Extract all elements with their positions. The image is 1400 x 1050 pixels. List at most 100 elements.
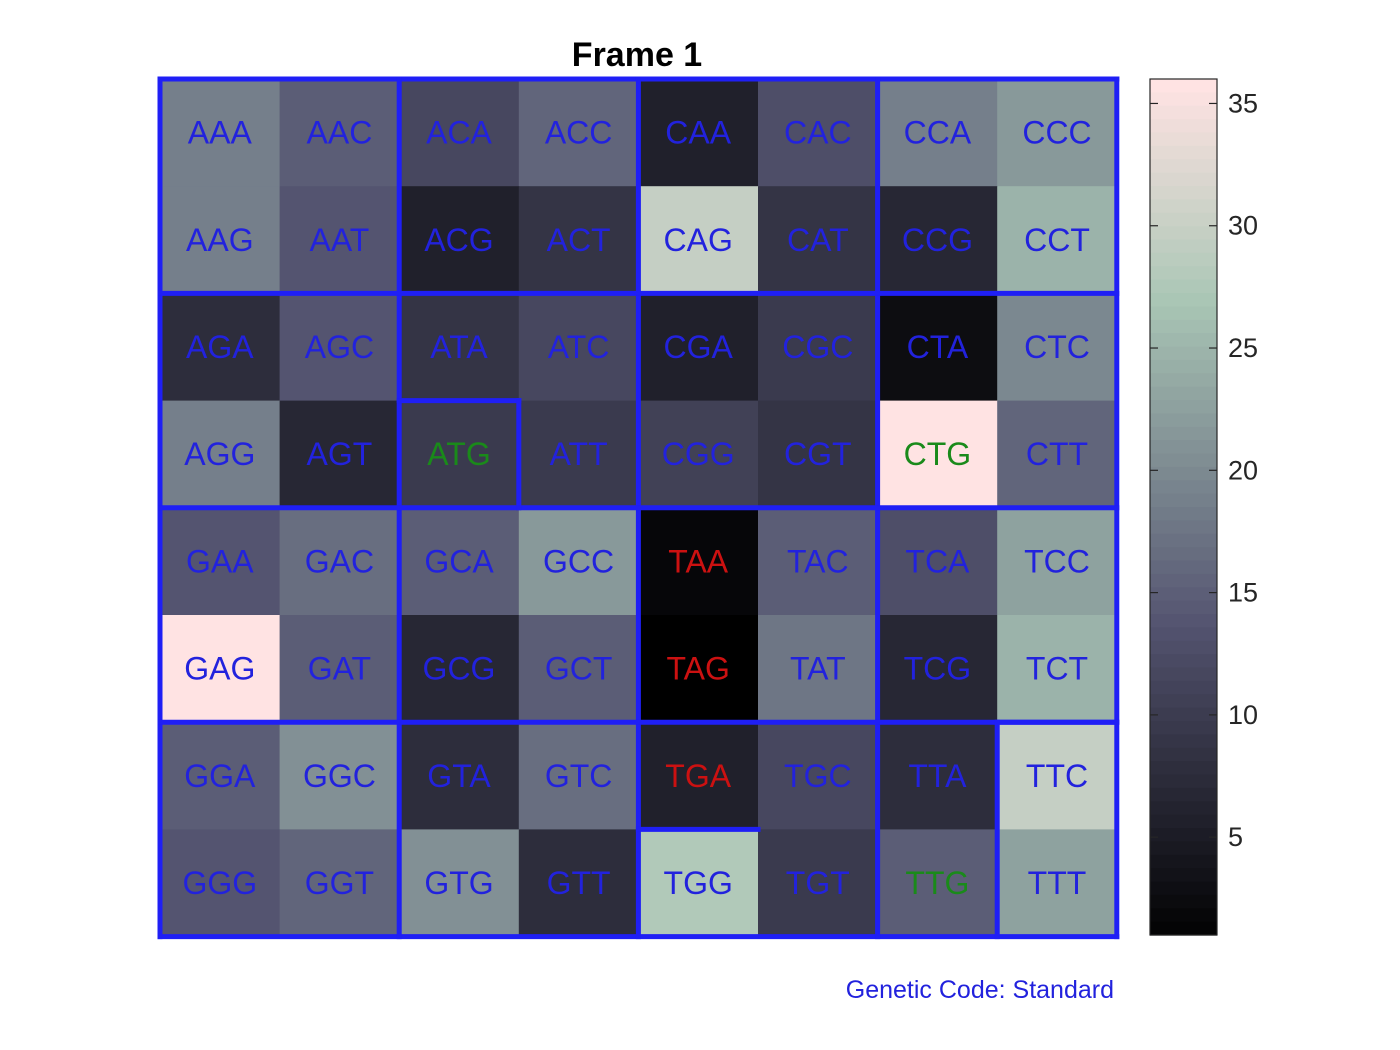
heatmap-cell-tgt	[758, 829, 879, 938]
codon-label-ttt: TTT	[1028, 865, 1087, 901]
codon-label-tcc: TCC	[1024, 543, 1090, 579]
colorbar-swatch	[1150, 654, 1217, 669]
heatmap-cell-tct	[997, 615, 1118, 723]
heatmap-cell-tgg	[638, 829, 759, 938]
heatmap-cell-cca	[877, 79, 998, 187]
colorbar-swatch	[1150, 346, 1217, 361]
codon-label-ctc: CTC	[1024, 329, 1090, 365]
codon-label-aaa: AAA	[188, 115, 253, 151]
colorbar-swatch	[1150, 841, 1217, 856]
colorbar-swatch	[1150, 293, 1217, 307]
codon-label-cag: CAG	[664, 222, 733, 258]
heatmap-cell-aca	[399, 79, 520, 187]
colorbar-swatch	[1150, 680, 1217, 695]
colorbar-swatch	[1150, 105, 1217, 120]
heatmap-cell-ctg	[877, 400, 998, 509]
codon-label-acc: ACC	[545, 115, 613, 151]
heatmap-cell-agc	[279, 293, 400, 402]
heatmap-cell-ttt	[997, 829, 1118, 938]
colorbar-swatch	[1150, 172, 1217, 187]
colorbar-swatch	[1150, 373, 1217, 388]
heatmap-cell-acc	[518, 79, 639, 187]
chart-title: Frame 1	[572, 36, 702, 74]
colorbar-swatch	[1150, 828, 1217, 842]
colorbar-swatch	[1150, 694, 1217, 709]
colorbar-swatch	[1150, 640, 1217, 655]
codon-label-att: ATT	[550, 436, 608, 472]
heatmap-cell-ttc	[997, 722, 1118, 830]
heatmap-cell-atc	[518, 293, 639, 402]
codon-label-taa: TAA	[668, 543, 729, 579]
codon-label-ctt: CTT	[1026, 436, 1088, 472]
colorbar-swatch	[1150, 560, 1217, 575]
codon-label-cgt: CGT	[784, 436, 852, 472]
colorbar-tick-label: 20	[1228, 455, 1258, 485]
codon-label-aat: AAT	[309, 222, 369, 258]
codon-label-cgg: CGG	[662, 436, 735, 472]
heatmap-cell-tat	[758, 615, 879, 723]
colorbar-swatch	[1150, 159, 1217, 174]
codon-label-tag: TAG	[666, 651, 729, 687]
heatmap-cell-ctt	[997, 400, 1118, 509]
codon-label-gcg: GCG	[423, 651, 496, 687]
codon-label-ggt: GGT	[305, 865, 374, 901]
colorbar-swatch	[1150, 600, 1217, 615]
colorbar-swatch	[1150, 761, 1217, 776]
colorbar-swatch	[1150, 627, 1217, 642]
codon-label-tgg: TGG	[664, 865, 733, 901]
codon-label-cct: CCT	[1024, 222, 1090, 258]
colorbar-swatch	[1150, 908, 1217, 923]
heatmap-cell-tcg	[877, 615, 998, 723]
colorbar-swatch	[1150, 814, 1217, 829]
heatmap-cell-gct	[518, 615, 639, 723]
colorbar-swatch	[1150, 493, 1217, 508]
codon-label-tta: TTA	[908, 758, 967, 794]
colorbar-swatch	[1150, 533, 1217, 548]
heatmap-cell-cac	[758, 79, 879, 187]
codon-label-gtt: GTT	[547, 865, 611, 901]
heatmap-cell-taa	[638, 507, 759, 616]
codon-label-gga: GGA	[184, 758, 256, 794]
colorbar-swatch	[1150, 319, 1217, 334]
colorbar-swatch	[1150, 359, 1217, 374]
heatmap-cell-ggc	[279, 722, 400, 830]
colorbar-swatch	[1150, 881, 1217, 896]
codon-label-tac: TAC	[787, 543, 849, 579]
codon-label-gct: GCT	[545, 651, 613, 687]
heatmap-cell-tga	[638, 722, 759, 830]
codon-label-atg: ATG	[427, 436, 490, 472]
codon-label-tgc: TGC	[784, 758, 852, 794]
colorbar-swatch	[1150, 400, 1217, 414]
heatmap-cell-gac	[279, 507, 400, 616]
codon-label-aga: AGA	[186, 329, 254, 365]
colorbar-swatch	[1150, 333, 1217, 348]
heatmap-cell-cgg	[638, 400, 759, 509]
heatmap-cell-atg	[399, 400, 520, 509]
colorbar-swatch	[1150, 734, 1217, 749]
heatmap-cell-gaa	[160, 507, 281, 616]
codon-label-ggc: GGC	[303, 758, 376, 794]
codon-label-agc: AGC	[305, 329, 374, 365]
heatmap-cell-tag	[638, 615, 759, 723]
heatmap-cell-aat	[279, 186, 400, 294]
colorbar-swatch	[1150, 801, 1217, 816]
heatmap-cell-cgt	[758, 400, 879, 509]
codon-label-acg: ACG	[424, 222, 493, 258]
codon-labels: AAA AAC ACA ACC CAA CAC CCA CCC AAG AAT ACG ACT CAG C…	[182, 115, 1091, 901]
heatmap-cell-gga	[160, 722, 281, 830]
colorbar-swatch	[1150, 721, 1217, 735]
heatmap-cell-tcc	[997, 507, 1118, 616]
heatmap-cell-ccg	[877, 186, 998, 294]
codon-label-cat: CAT	[787, 222, 849, 258]
colorbar-tick-label: 30	[1228, 211, 1258, 241]
codon-label-ata: ATA	[430, 329, 488, 365]
heatmap-cell-ata	[399, 293, 520, 402]
heatmap-cell-att	[518, 400, 639, 509]
codon-label-ttg: TTG	[905, 865, 969, 901]
colorbar-swatch	[1150, 440, 1217, 455]
heatmap-cell-ctc	[997, 293, 1118, 402]
heatmap-cell-tta	[877, 722, 998, 830]
codon-label-agt: AGT	[307, 436, 373, 472]
heatmap-cell-act	[518, 186, 639, 294]
colorbar-swatch	[1150, 894, 1217, 909]
